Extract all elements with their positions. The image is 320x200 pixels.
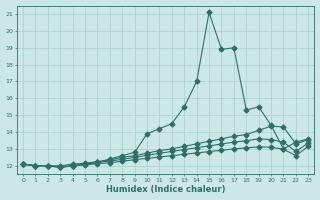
X-axis label: Humidex (Indice chaleur): Humidex (Indice chaleur) xyxy=(106,185,225,194)
